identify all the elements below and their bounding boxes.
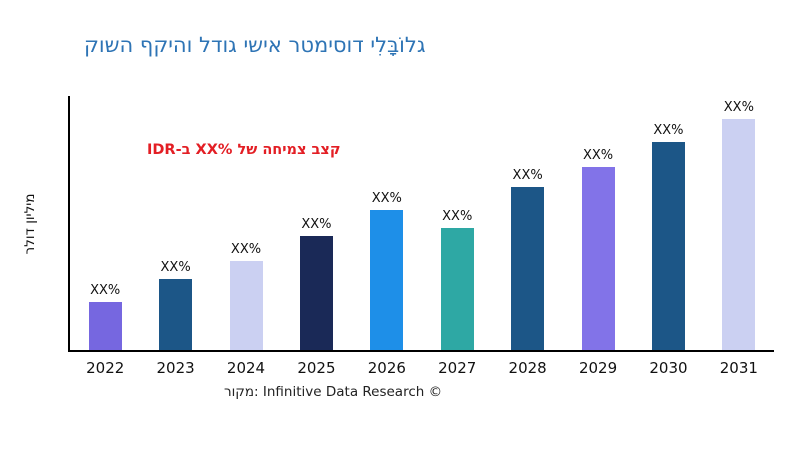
x-tick-label: 2031 (719, 359, 758, 377)
bar-value-label: XX% (371, 191, 402, 207)
bar-2029 (581, 167, 615, 350)
bar-2030 (651, 141, 685, 350)
bar-2031 (722, 118, 756, 350)
x-tick-label: 2029 (578, 359, 618, 377)
bars: XX% 2022 XX% 2023 XX% 2024 XX% 2025 XX% 2026 XX% 20… (70, 96, 774, 377)
bar-2028 (511, 187, 545, 350)
bar-group: XX% 2026 (352, 96, 422, 377)
chart-title: גלוֹבָּלִי דוסימטר אישי גודל והיקף השוק (84, 33, 426, 57)
bar-value-label: XX% (442, 209, 473, 225)
bar-group: XX% 2030 (633, 96, 703, 377)
growth-annotation-suffix: ב-IDR (147, 142, 191, 158)
x-tick-label: 2023 (156, 359, 195, 377)
growth-annotation-value: XX% (195, 142, 233, 158)
bar-group: XX% 2028 (492, 96, 562, 377)
growth-annotation-prefix: קצב צמיחה של (237, 142, 341, 158)
bar-group: XX% 2025 (281, 96, 351, 377)
bar-value-label: XX% (301, 216, 332, 232)
x-tick-label: 2025 (297, 359, 336, 377)
bar-group: XX% 2024 (211, 96, 281, 377)
x-tick-label: 2027 (438, 359, 477, 377)
bar-2025 (299, 235, 333, 350)
bar-2026 (370, 210, 404, 350)
growth-annotation: קצב צמיחה של XX% ב-IDR (147, 142, 341, 158)
bar-2027 (440, 228, 474, 350)
bar-value-label: XX% (90, 282, 121, 298)
bar-group: XX% 2023 (140, 96, 210, 377)
bar-group: XX% 2027 (422, 96, 492, 377)
bar-value-label: XX% (582, 148, 614, 164)
y-axis-label: מיליון דולר (22, 193, 38, 255)
plot-area: XX% 2022 XX% 2023 XX% 2024 XX% 2025 XX% 2026 XX% 20… (68, 96, 774, 377)
bar-2022 (88, 301, 122, 350)
bar-value-label: XX% (230, 242, 262, 258)
bar-value-label: XX% (653, 122, 684, 138)
x-tick-label: 2022 (86, 359, 125, 377)
x-tick-label: 2028 (508, 359, 547, 377)
bar-value-label: XX% (160, 259, 191, 275)
x-tick-label: 2024 (226, 359, 266, 377)
bar-value-label: XX% (512, 168, 543, 184)
bar-group: XX% 2031 (704, 96, 774, 377)
bar-2023 (159, 278, 193, 350)
bar-group: XX% 2022 (70, 96, 140, 377)
bar-group: XX% 2029 (563, 96, 633, 377)
bar-value-label: XX% (723, 99, 754, 115)
x-tick-label: 2030 (649, 359, 688, 377)
bar-2024 (229, 261, 263, 350)
source-caption: מקור: Infinitive Data Research © (224, 384, 443, 400)
x-tick-label: 2026 (367, 359, 406, 377)
